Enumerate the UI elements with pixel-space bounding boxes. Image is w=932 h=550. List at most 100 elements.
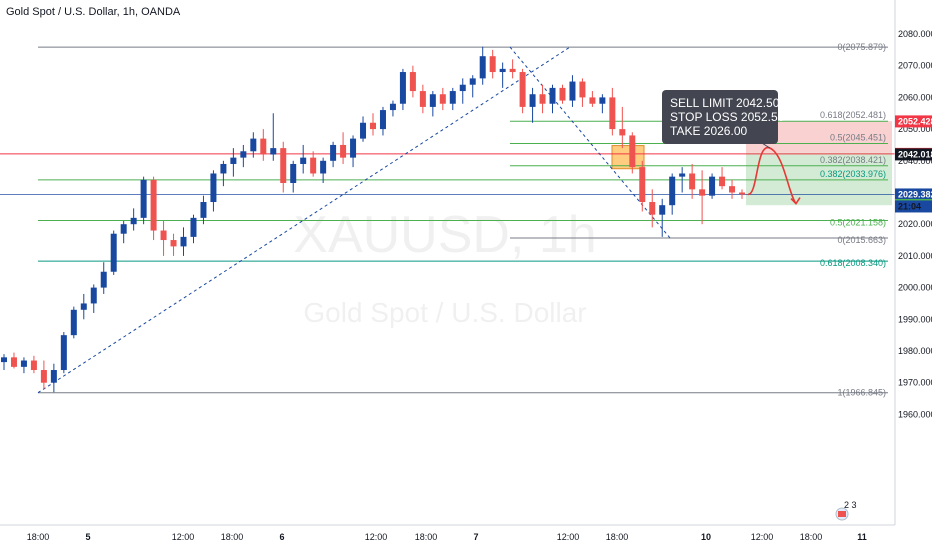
price-axis-bg [895, 0, 932, 550]
y-tick-label: 2010.000 [898, 251, 932, 261]
watermark-ticker: XAUUSD, 1h [293, 206, 596, 264]
y-tick-label: 1980.000 [898, 346, 932, 356]
candle-body [409, 72, 416, 92]
candle-body [1, 357, 7, 363]
price-tag-label: 2052.428 [898, 116, 932, 126]
candle-body [679, 173, 686, 177]
candle-body [669, 176, 676, 206]
price-tag-bg [895, 115, 932, 128]
candle-body [389, 103, 396, 111]
candle-body [290, 163, 297, 183]
watermark-name: Gold Spot / U.S. Dollar [303, 297, 586, 328]
callout-stop-loss: STOP LOSS 2052.50 [670, 110, 785, 124]
candle-body [230, 157, 237, 164]
candle-body [280, 148, 287, 183]
candle-body [629, 135, 636, 168]
candle-body [379, 110, 386, 130]
trend-dashed-up [37, 46, 571, 394]
candle-body [350, 138, 357, 158]
x-tick-label: 18:00 [606, 532, 629, 542]
candle-body [459, 84, 466, 92]
candle-body [499, 68, 506, 73]
y-tick-label: 2000.000 [898, 283, 932, 293]
callout-sell-limit: SELL LIMIT 2042.50 [670, 96, 780, 110]
candle-body [160, 230, 167, 241]
candle-body [729, 186, 736, 193]
candle-body [719, 176, 726, 187]
candle-body [569, 81, 576, 101]
candle-body [399, 72, 406, 104]
fib-retrace-label: 0.618(2052.481) [820, 110, 886, 120]
candle-body [20, 360, 27, 367]
candle-body [709, 176, 716, 196]
candle-body [50, 370, 57, 383]
candle-body [60, 335, 67, 371]
entry-zone [611, 145, 645, 170]
y-tick-label: 1960.000 [898, 409, 932, 419]
candle-body [449, 91, 456, 104]
candle-body [439, 94, 446, 104]
y-tick-label: 2060.000 [898, 92, 932, 102]
event-flag-icon: 2 3 [835, 500, 857, 521]
candle-body [489, 56, 496, 73]
event-count-label: 2 3 [844, 500, 857, 510]
candle-body [30, 360, 37, 371]
x-tick-label: 7 [473, 532, 478, 542]
candle-body [589, 97, 596, 104]
candle-body [689, 173, 696, 190]
x-tick-label: 18:00 [415, 532, 438, 542]
fib-lower-label: 0.618(2008.340) [820, 258, 886, 268]
candle-body [200, 202, 207, 218]
candle-body [609, 97, 616, 130]
candle-body [170, 240, 177, 247]
price-tag-label: 2029.382 [898, 189, 932, 199]
candle-body [559, 87, 566, 101]
price-tag-bg [895, 188, 932, 201]
y-tick-label: 1970.000 [898, 378, 932, 388]
candle-body [469, 78, 476, 85]
price-tag-bg [895, 148, 932, 161]
candle-body [479, 56, 486, 79]
y-tick-label: 2040.000 [898, 156, 932, 166]
candle-body [320, 160, 327, 174]
candle-body [599, 97, 606, 104]
candle-body [370, 122, 376, 130]
y-tick-label: 2020.000 [898, 219, 932, 229]
x-tick-label: 6 [279, 532, 284, 542]
candle-body [260, 138, 267, 155]
candle-body [190, 217, 197, 237]
fib-label-0: 0(2075.879) [837, 42, 886, 52]
candle-body [739, 192, 745, 195]
fib-lower-label: 0.382(2033.976) [820, 169, 886, 179]
candle-body [220, 163, 227, 174]
candle-body [579, 81, 586, 98]
callout-take-profit: TAKE 2026.00 [670, 124, 748, 138]
y-tick-label: 1990.000 [898, 314, 932, 324]
candle-body [360, 122, 367, 139]
price-tag-label: 2042.018 [898, 149, 932, 159]
x-tick-label: 11 [857, 532, 867, 542]
candle-body [509, 68, 516, 73]
candle-body [539, 94, 546, 104]
fib-retrace-label: 0.5(2045.451) [830, 133, 886, 143]
event-flag-body [838, 511, 846, 517]
candle-body [639, 167, 646, 203]
candle-body [340, 144, 347, 158]
candle-body [270, 148, 277, 155]
fib-lower-label: 0(2015.663) [837, 235, 886, 245]
candle-body [40, 370, 47, 383]
y-tick-label: 2070.000 [898, 61, 932, 71]
candle-body [250, 138, 257, 152]
x-tick-label: 18:00 [800, 532, 823, 542]
candle-body [80, 303, 87, 310]
candle-body [180, 236, 187, 247]
y-tick-label: 2050.000 [898, 124, 932, 134]
candle-body [310, 157, 317, 174]
trade-callout: SELL LIMIT 2042.50 STOP LOSS 2052.50 TAK… [662, 90, 785, 144]
candle-body [649, 202, 656, 215]
x-tick-label: 18:00 [221, 532, 244, 542]
candle-body [549, 87, 556, 104]
candle-body [120, 224, 127, 234]
